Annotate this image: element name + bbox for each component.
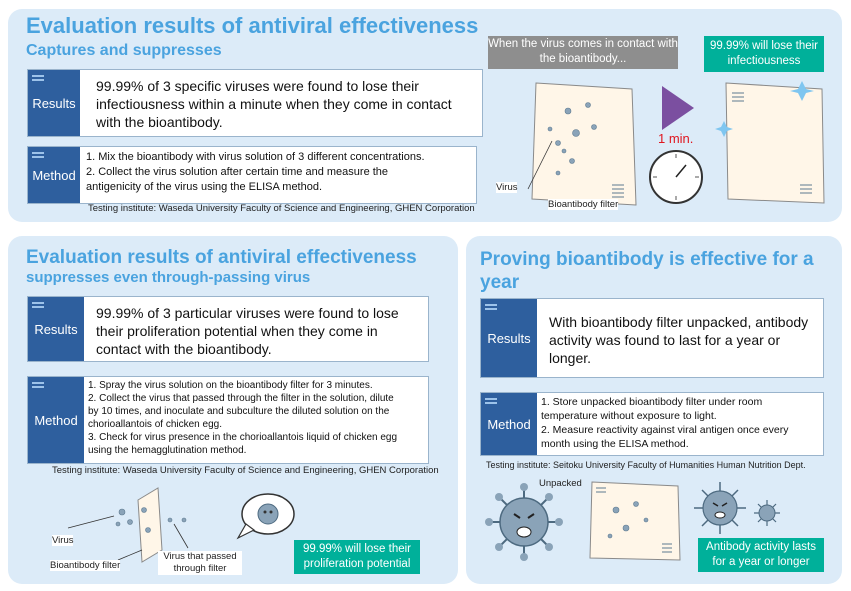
panel2-method-line-6: using the hemagglutination method. <box>88 445 247 456</box>
sparkle-icon <box>790 81 814 101</box>
panel3-method-line-3: 2. Measure reactivity against viral anti… <box>541 424 789 436</box>
results-tag: Results <box>28 297 84 361</box>
panel1-method-box: Method 1. Mix the bioantibody with virus… <box>27 146 477 204</box>
small-virus-icon <box>754 500 780 526</box>
panel2-method-line-4: chorioallantois of chicken egg. <box>88 419 222 430</box>
virus-cluster-icon <box>547 102 597 176</box>
panel2-institute: Testing institute: Waseda University Fac… <box>52 465 439 476</box>
time-label: 1 min. <box>658 131 694 146</box>
virus-character-icon <box>485 483 563 561</box>
panel1-title: Evaluation results of antiviral effectiv… <box>26 13 479 38</box>
panel2-method-box: Method 1. Spray the virus solution on th… <box>27 376 429 464</box>
panel-effective-one-year: Proving bioantibody is effective for a y… <box>466 236 842 584</box>
panel-antiviral-through-passing: Evaluation results of antiviral effectiv… <box>8 236 458 584</box>
panel2-method-line-2: 2. Collect the virus that passed through… <box>88 393 394 404</box>
panel1-callout-infectious: 99.99% will lose their infectiousness <box>704 36 824 72</box>
method-tag: Method <box>28 377 84 463</box>
panel2-method-line-3: by 10 times, and inoculate and subcultur… <box>88 406 390 417</box>
panel3-results-box: Results With bioantibody filter unpacked… <box>480 298 824 378</box>
panel1-callout-contact: When the virus comes in contact with the… <box>488 36 678 69</box>
method-tag: Method <box>28 147 80 203</box>
panel1-results-text: 99.99% of 3 specific viruses were found … <box>96 78 452 130</box>
method-tag: Method <box>481 393 537 455</box>
panel2-callout-proliferation: 99.99% will lose their proliferation pot… <box>294 540 420 574</box>
panel2-method-line-5: 3. Check for virus presence in the chori… <box>88 432 398 443</box>
panel2-results-text: 99.99% of 3 particular viruses were foun… <box>96 305 399 357</box>
panel2-filter-label: Bioantibody filter <box>50 560 121 571</box>
panel2-passed-label: Virus that passed through filter <box>158 551 242 575</box>
clock-icon <box>649 150 703 204</box>
panel3-results-text: With bioantibody filter unpacked, antibo… <box>549 314 809 366</box>
panel1-virus-label: Virus <box>496 182 518 193</box>
panel2-virus-label: Virus <box>52 535 74 546</box>
results-tag: Results <box>481 299 537 377</box>
panel3-method-line-1: 1. Store unpacked bioantibody filter und… <box>541 396 763 408</box>
panel2-results-box: Results 99.99% of 3 particular viruses w… <box>27 296 429 362</box>
panel-antiviral-capture: Evaluation results of antiviral effectiv… <box>8 9 842 222</box>
panel1-filter-label: Bioantibody filter <box>548 199 619 210</box>
results-tag: Results <box>28 70 80 136</box>
filter-illustration-after <box>715 81 825 204</box>
virus-cluster-icon <box>115 507 187 533</box>
sparkle-icon <box>715 121 733 137</box>
panel1-results-box: Results 99.99% of 3 specific viruses wer… <box>27 69 483 137</box>
panel3-method-line-2: temperature without exposure to light. <box>541 410 717 422</box>
panel1-method-line-2: 2. Collect the virus solution after cert… <box>86 166 389 178</box>
panel2-method-line-1: 1. Spray the virus solution on the bioan… <box>88 380 373 391</box>
panel3-callout-activity: Antibody activity lasts for a year or lo… <box>698 538 824 572</box>
unpacked-label: Unpacked <box>539 478 582 489</box>
panel2-subtitle: suppresses even through-passing virus <box>26 269 311 286</box>
panel1-subtitle: Captures and suppresses <box>26 42 222 59</box>
speech-bubble-virus-icon <box>236 493 295 540</box>
panel3-institute: Testing institute: Seitoku University Fa… <box>486 460 806 470</box>
through-filter-illustration <box>67 487 189 563</box>
panel3-title: Proving bioantibody is effective for a y… <box>480 249 814 293</box>
filter-illustration-unpacked <box>589 481 681 561</box>
panel3-method-line-4: month using the ELISA method. <box>541 438 689 450</box>
play-arrow-icon <box>662 86 694 130</box>
panel1-method-line-3: antigenicity of the virus using the ELIS… <box>86 181 323 193</box>
filter-illustration-before <box>527 82 637 206</box>
panel1-method-line-1: 1. Mix the bioantibody with virus soluti… <box>86 151 425 163</box>
panel2-title: Evaluation results of antiviral effectiv… <box>26 247 417 268</box>
panel1-institute: Testing institute: Waseda University Fac… <box>88 203 475 214</box>
virus-character-icon <box>694 482 746 534</box>
panel3-method-box: Method 1. Store unpacked bioantibody fil… <box>480 392 824 456</box>
